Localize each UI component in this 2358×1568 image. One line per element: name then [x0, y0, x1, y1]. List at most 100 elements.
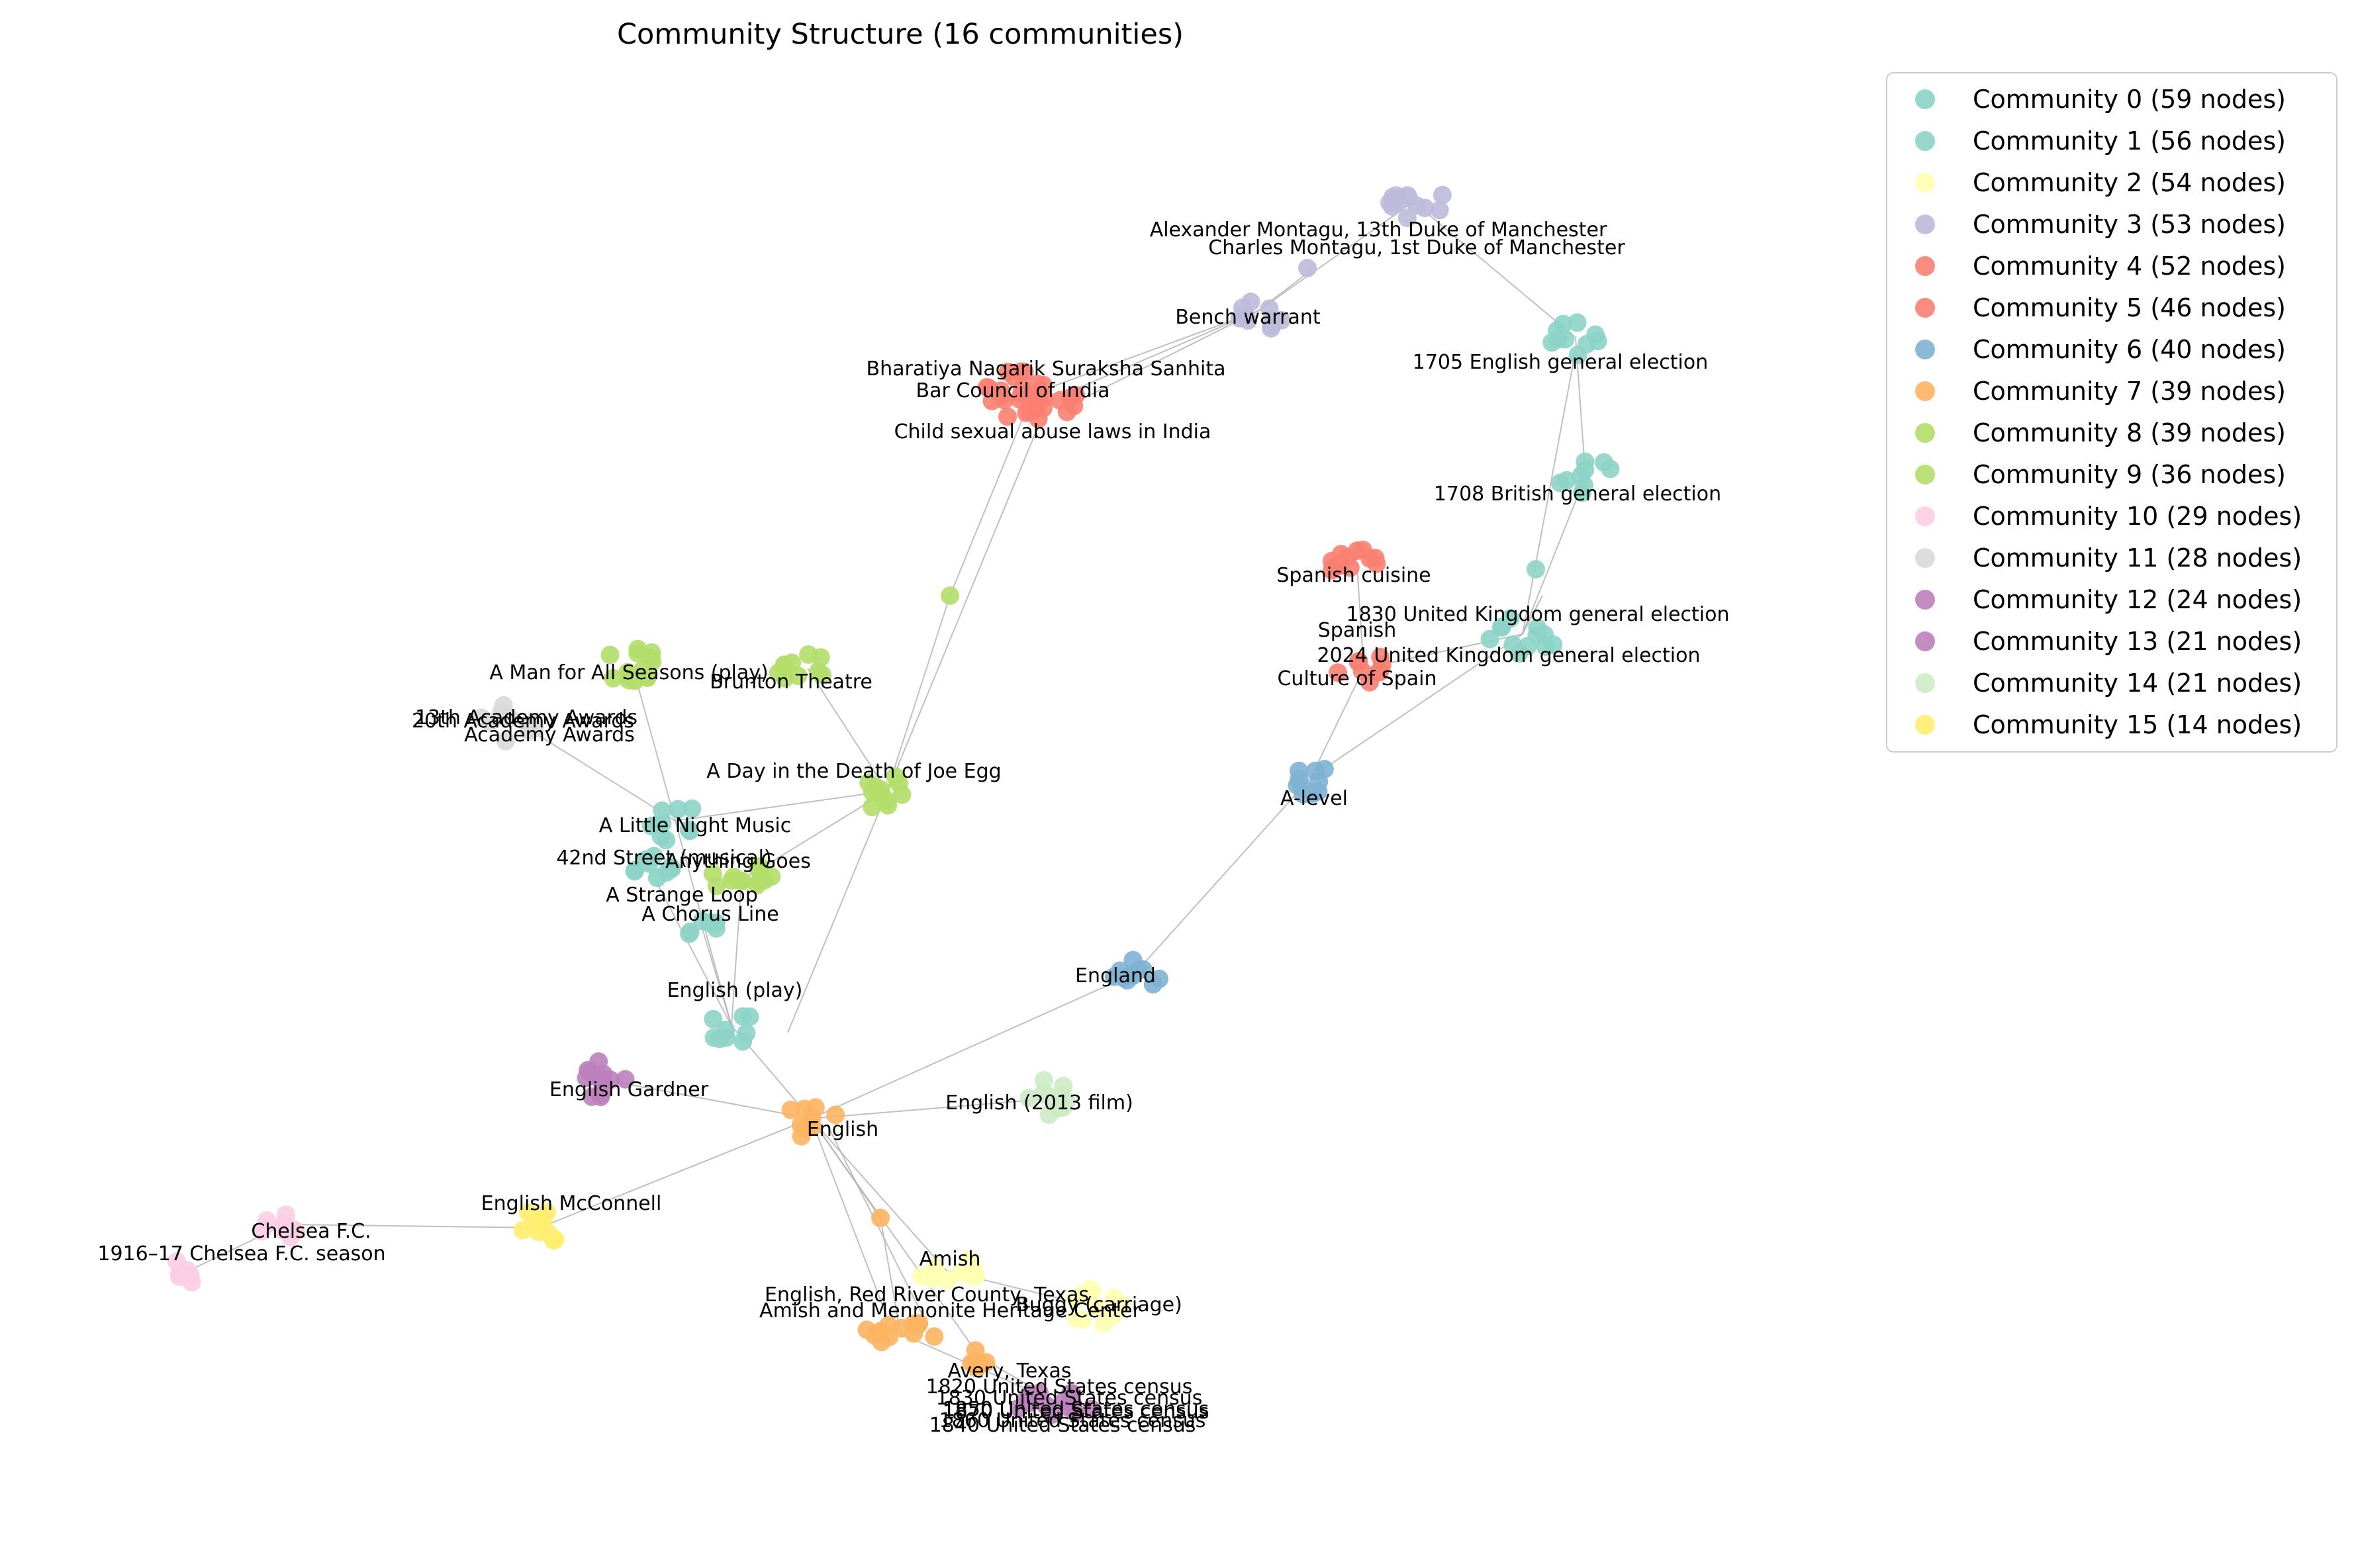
- community-0-node: [641, 817, 661, 835]
- legend-marker: [1915, 173, 1935, 193]
- community-9-node: [892, 785, 912, 804]
- community-10-node: [181, 1266, 200, 1285]
- legend-marker: [1915, 548, 1935, 568]
- network-edge: [807, 668, 888, 792]
- community-11-node: [496, 731, 515, 751]
- community-4-node: [977, 378, 996, 397]
- legend-marker: [1915, 89, 1935, 109]
- community-4-node: [1005, 367, 1024, 387]
- community-0-node: [636, 850, 655, 869]
- community-6-node: [1288, 776, 1307, 795]
- node-label: Amish and Mennonite Heritage Center: [759, 1299, 1141, 1322]
- community-14-node: [1054, 1076, 1073, 1095]
- node-label: A Chorus Line: [641, 903, 778, 926]
- community-4-node: [998, 407, 1017, 426]
- legend-entry-label: Community 0 (59 nodes): [1973, 85, 2286, 114]
- node-label: Brunton Theatre: [710, 670, 872, 694]
- community-10-node: [167, 1252, 186, 1271]
- node-label: Spanish: [1318, 619, 1396, 642]
- network-edge: [810, 972, 1136, 1119]
- legend-marker: [1915, 298, 1935, 318]
- community-7-node: [871, 1209, 890, 1227]
- community-10-node: [283, 1220, 303, 1239]
- node-label: 20th Academy Awards: [412, 710, 634, 733]
- community-8-node: [643, 652, 662, 671]
- community-10-node: [277, 1205, 295, 1224]
- community-2-node: [951, 1263, 970, 1282]
- node-label: 1860 United States census: [939, 1409, 1206, 1432]
- network-edge: [810, 1098, 1050, 1119]
- network-edge: [1135, 777, 1311, 974]
- node-label: English Gardner: [549, 1078, 709, 1101]
- network-edge: [675, 790, 888, 821]
- community-7-node: [865, 1326, 884, 1345]
- community-0-node: [680, 924, 699, 943]
- community-0-node: [737, 1023, 756, 1042]
- node-label: Bench warrant: [1175, 306, 1321, 329]
- node-label: 1916–17 Chelsea F.C. season: [97, 1242, 385, 1266]
- community-5-node: [1352, 662, 1372, 680]
- community-5-node: [1370, 662, 1390, 681]
- community-7-node: [796, 1119, 814, 1138]
- community-15-node: [544, 1230, 563, 1250]
- community-8-node: [769, 663, 788, 682]
- legend-marker: [1915, 214, 1935, 234]
- legend-entry-label: Community 12 (24 nodes): [1973, 585, 2302, 614]
- community-6-node: [1143, 975, 1162, 994]
- community-0-node: [662, 859, 681, 878]
- community-4-node: [1057, 402, 1076, 422]
- node-label: 2024 United Kingdom general election: [1317, 644, 1701, 667]
- node-label: 1830 United States census: [936, 1387, 1203, 1410]
- network-edge: [1059, 317, 1245, 411]
- community-12-node: [616, 1070, 635, 1089]
- node-label: Buggy (carriage): [1015, 1293, 1182, 1316]
- node-label: English, Red River County, Texas: [765, 1283, 1089, 1307]
- network-edge: [1413, 201, 1576, 338]
- community-0-node: [733, 1007, 753, 1026]
- community-7-node: [925, 1327, 944, 1346]
- community-7-node: [826, 1105, 845, 1125]
- community-1-node: [1527, 560, 1545, 578]
- community-0-node: [699, 913, 718, 932]
- community-1-node: [1554, 314, 1573, 334]
- community-0-node: [669, 800, 687, 819]
- legend-marker: [1915, 340, 1935, 359]
- node-label: Academy Awards: [464, 723, 635, 747]
- community-2-node: [1066, 1309, 1086, 1328]
- network-edge: [516, 721, 676, 821]
- community-14-node: [1039, 1086, 1058, 1105]
- network-edge: [1310, 633, 1523, 778]
- community-9-node: [863, 798, 882, 817]
- community-1-node: [1568, 313, 1587, 332]
- community-8-node: [600, 645, 620, 665]
- node-label: 1820 United States census: [926, 1375, 1193, 1399]
- legend-entry-label: Community 1 (56 nodes): [1973, 126, 2286, 156]
- legend-marker: [1915, 715, 1935, 735]
- community-2-node: [912, 1267, 931, 1286]
- community-1-node: [1491, 618, 1511, 637]
- legend-entry-label: Community 5 (46 nodes): [1973, 293, 2286, 322]
- legend-marker: [1915, 673, 1935, 693]
- community-12-node: [594, 1070, 613, 1089]
- community-11-node: [494, 696, 513, 715]
- community-1-node: [1586, 325, 1605, 344]
- node-label: Bharatiya Nagarik Suraksha Sanhita: [867, 357, 1226, 381]
- community-11-node: [472, 708, 491, 727]
- legend-marker: [1915, 465, 1935, 484]
- community-4-node: [1019, 401, 1039, 420]
- community-3-node: [1260, 299, 1279, 318]
- community-2-node: [1088, 1297, 1107, 1316]
- community-8-node: [620, 670, 638, 690]
- community-13-node: [1061, 1384, 1080, 1403]
- legend-marker: [1915, 256, 1935, 276]
- legend-marker: [1915, 506, 1935, 526]
- community-3-node: [1433, 185, 1452, 205]
- community-8-node: [604, 669, 623, 688]
- node-label: Anything Goes: [665, 850, 811, 873]
- node-label: A-level: [1280, 787, 1348, 810]
- community-12-node: [589, 1052, 608, 1071]
- community-1-node: [1509, 644, 1529, 663]
- node-label: England: [1075, 964, 1156, 988]
- legend-marker: [1915, 131, 1935, 151]
- community-7-node: [966, 1341, 985, 1360]
